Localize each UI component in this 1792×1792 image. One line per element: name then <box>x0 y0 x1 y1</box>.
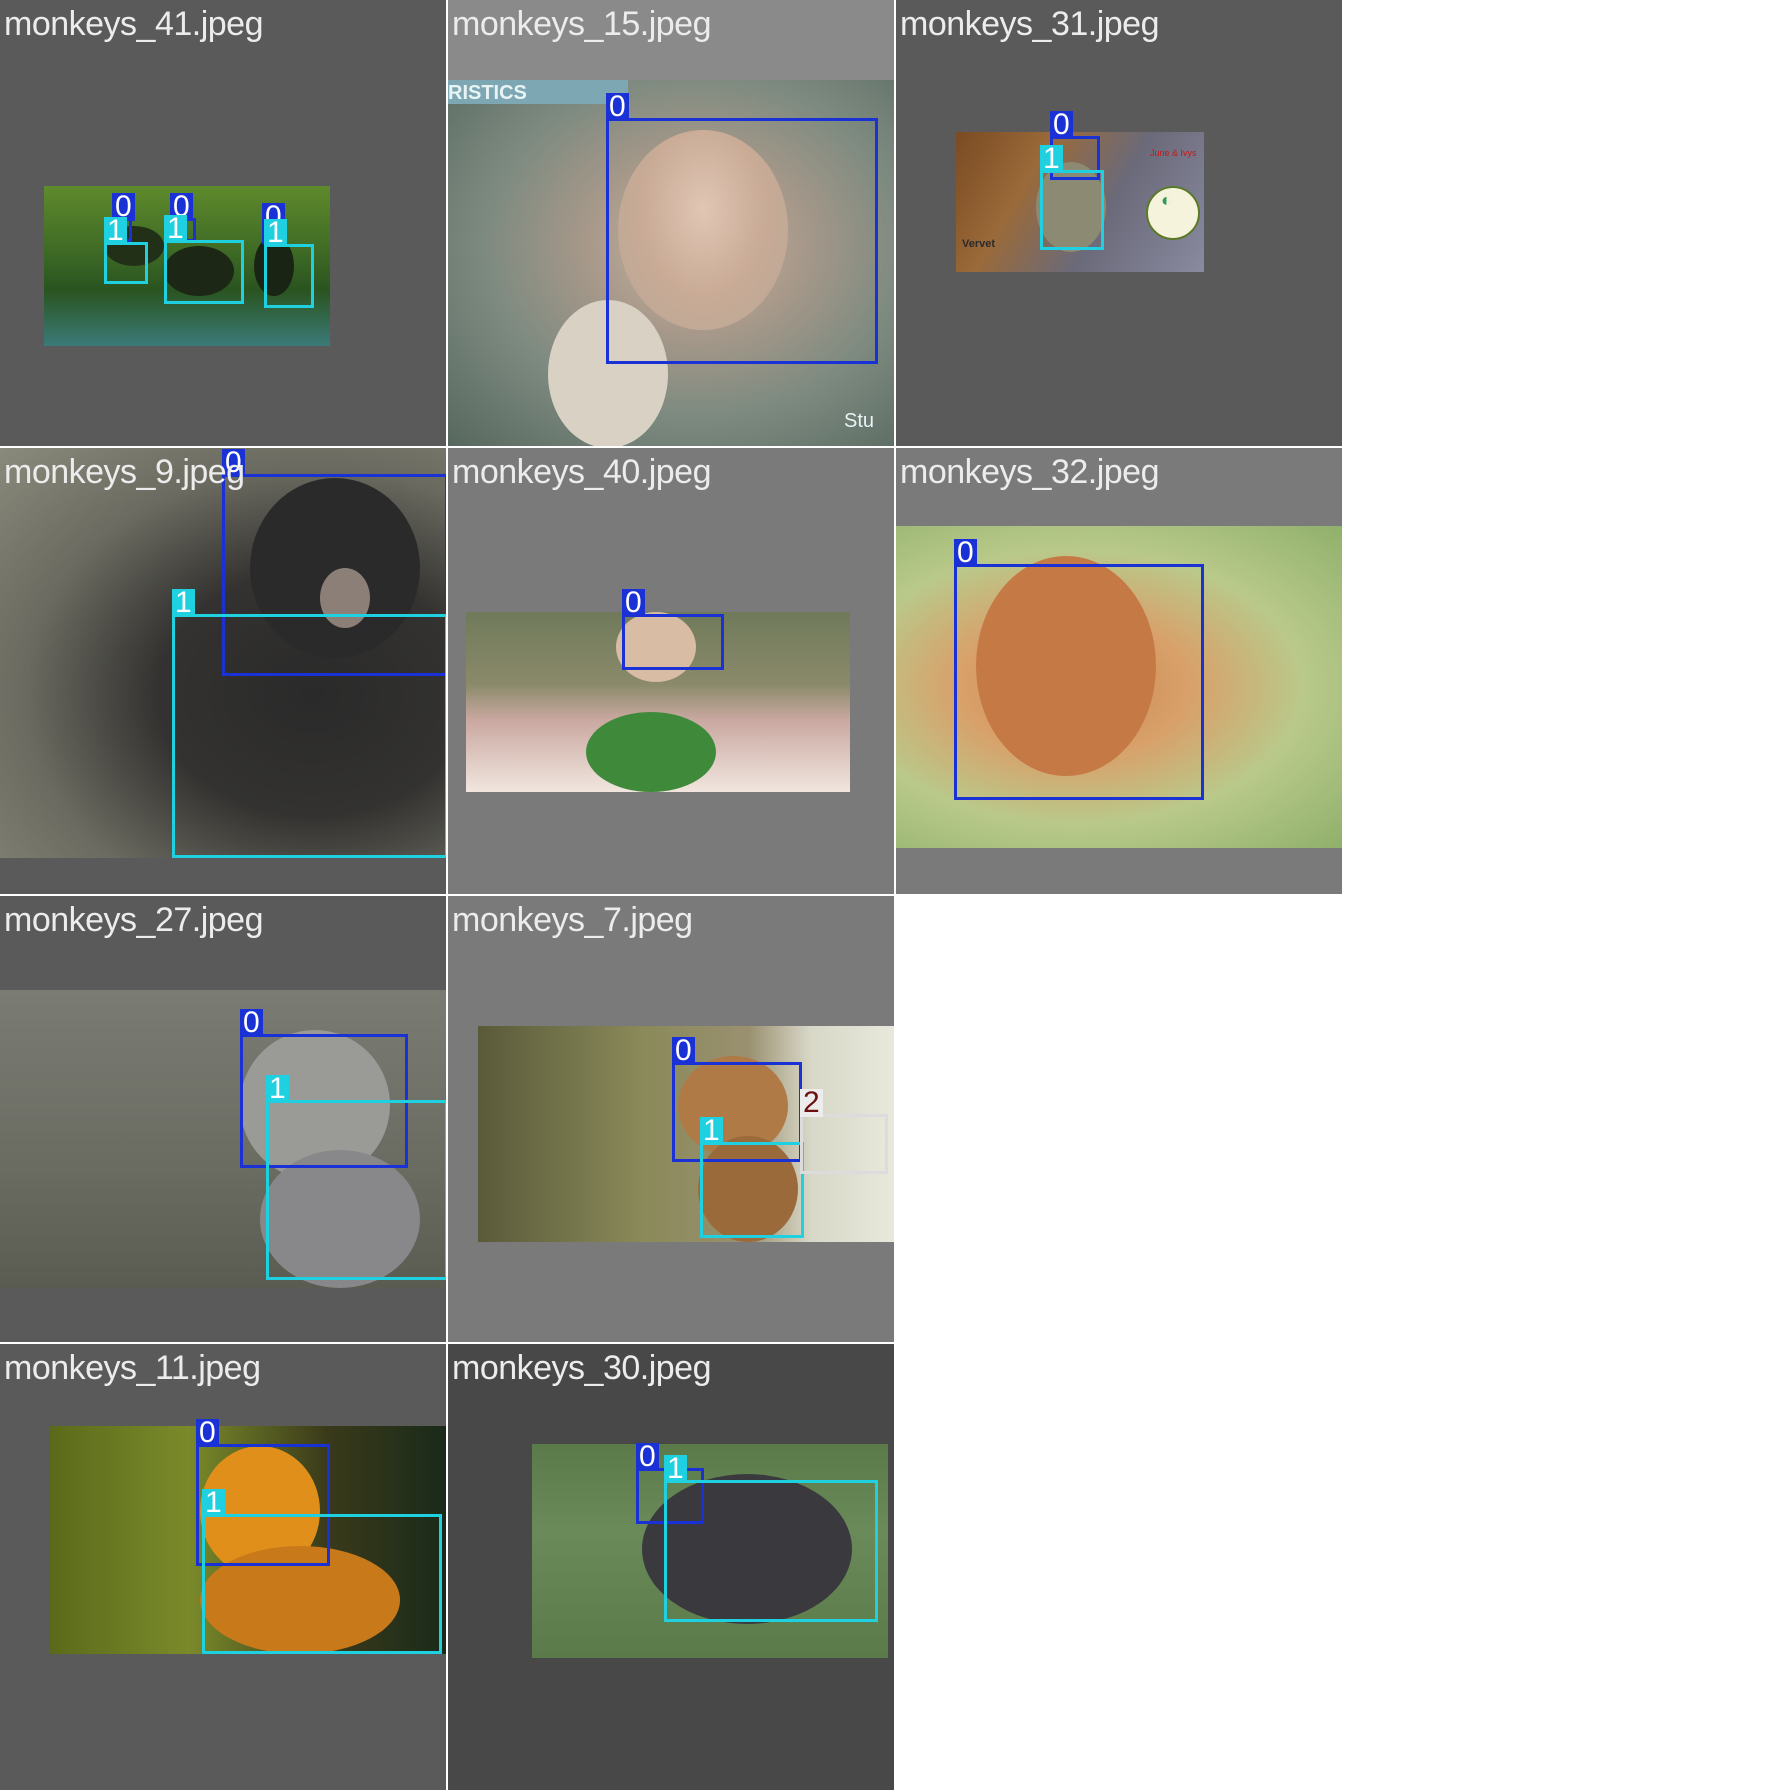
bbox-label: 0 <box>1050 110 1073 140</box>
tile-monkeys-11: monkeys_11.jpeg 0 1 <box>0 1344 448 1792</box>
bbox-1: 1 <box>172 588 446 858</box>
tile-monkeys-31: monkeys_31.jpeg June & Ivys Vervet ◐ 0 1 <box>896 0 1344 448</box>
tile-title: monkeys_30.jpeg <box>452 1349 712 1387</box>
bbox-label: 1 <box>164 214 187 244</box>
photo <box>532 1444 888 1658</box>
tile-title: monkeys_40.jpeg <box>452 453 712 491</box>
tile-title: monkeys_32.jpeg <box>900 453 1160 491</box>
bbox-label: 1 <box>700 1116 723 1146</box>
badge-seal-icon: ◐ <box>1146 186 1200 240</box>
bbox-label: 1 <box>1040 144 1063 174</box>
watermark-text: Stu <box>844 410 875 432</box>
globe-icon: ◐ <box>1161 190 1172 210</box>
logo-text: Vervet <box>962 238 996 250</box>
tile-monkeys-40: monkeys_40.jpeg 0 <box>448 448 896 896</box>
tile-monkeys-9: monkeys_9.jpeg 0 1 <box>0 448 448 896</box>
bbox-label: 1 <box>172 588 195 618</box>
bbox-label: 1 <box>664 1454 687 1484</box>
bbox-0: 0 <box>222 448 446 676</box>
bbox-label: 2 <box>800 1088 823 1118</box>
tile-monkeys-7: monkeys_7.jpeg 0 1 2 <box>448 896 896 1344</box>
bbox-1: 1 <box>266 1074 446 1280</box>
bbox-1: 1 <box>1040 144 1104 250</box>
bbox-2: 2 <box>800 1088 888 1174</box>
bbox-1: 1 <box>202 1488 442 1654</box>
photo <box>448 80 894 446</box>
photo <box>0 990 446 1288</box>
bbox-1: 1 <box>664 1454 878 1622</box>
tile-monkeys-32: monkeys_32.jpeg 0 <box>896 448 1344 896</box>
bbox-0: 0 <box>606 92 878 364</box>
bbox-0: 0 <box>954 538 1204 800</box>
bbox-0: 0 <box>622 588 724 670</box>
overlay-banner-text: RISTICS <box>448 82 527 104</box>
bbox-label: 0 <box>606 92 629 122</box>
photo <box>0 448 446 858</box>
bbox-1: 1 <box>164 214 244 304</box>
tile-title: monkeys_9.jpeg <box>4 453 245 491</box>
bbox-label: 1 <box>266 1074 289 1104</box>
bbox-label: 0 <box>240 1008 263 1038</box>
bbox-label: 0 <box>622 588 645 618</box>
bbox-label: 0 <box>196 1418 219 1448</box>
bbox-label: 1 <box>202 1488 225 1518</box>
bbox-1: 1 <box>264 218 314 308</box>
tile-monkeys-30: monkeys_30.jpeg 0 1 <box>448 1344 896 1792</box>
bbox-label: 1 <box>104 216 127 246</box>
mosaic-grid: monkeys_41.jpeg 0 0 0 1 1 1 monkeys_15.j… <box>0 0 1344 1792</box>
tile-title: monkeys_27.jpeg <box>4 901 264 939</box>
tile-title: monkeys_7.jpeg <box>452 901 693 939</box>
photo <box>466 612 850 792</box>
bbox-label: 0 <box>672 1036 695 1066</box>
bbox-1: 1 <box>104 216 148 284</box>
tile-monkeys-27: monkeys_27.jpeg 0 1 <box>0 896 448 1344</box>
bbox-1: 1 <box>700 1116 804 1238</box>
bbox-label: 1 <box>264 218 287 248</box>
tile-title: monkeys_15.jpeg <box>452 5 712 43</box>
sticker-text: June & Ivys <box>1150 148 1197 158</box>
bbox-0: 0 <box>196 1418 330 1566</box>
bbox-label: 0 <box>636 1442 659 1472</box>
tile-monkeys-15: monkeys_15.jpeg RISTICS Stu 0 <box>448 0 896 448</box>
bbox-label: 0 <box>170 192 193 222</box>
bbox-label: 0 <box>222 448 245 478</box>
tile-title: monkeys_41.jpeg <box>4 5 264 43</box>
bbox-label: 0 <box>112 192 135 222</box>
bbox-label: 0 <box>954 538 977 568</box>
tile-monkeys-41: monkeys_41.jpeg 0 0 0 1 1 1 <box>0 0 448 448</box>
photo <box>896 526 1342 848</box>
tile-title: monkeys_31.jpeg <box>900 5 1160 43</box>
tile-title: monkeys_11.jpeg <box>4 1349 261 1387</box>
